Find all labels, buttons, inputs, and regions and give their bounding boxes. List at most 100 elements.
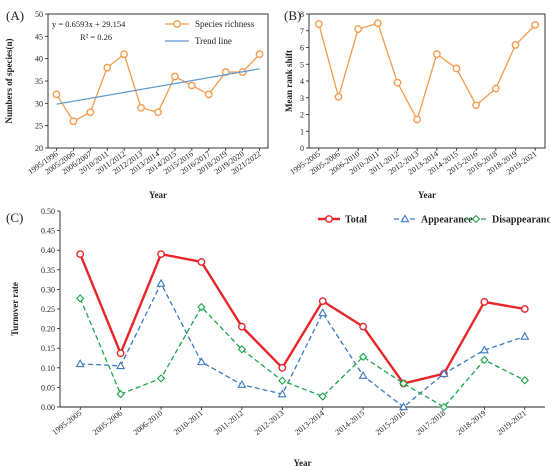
y-tick-label: 0.05 (41, 383, 55, 392)
data-point (75, 359, 85, 368)
data-point (531, 20, 540, 29)
x-tick-label: 2015-2016 (374, 408, 407, 436)
y-tick-label: 0.20 (41, 325, 55, 334)
data-point (480, 298, 489, 306)
data-point (156, 278, 166, 287)
legend-label: Species richness (195, 19, 255, 29)
data-point (314, 20, 323, 28)
y-tick-label: 0.25 (41, 305, 55, 314)
y-tick-label: 0.35 (41, 266, 55, 275)
y-tick-label: 35 (35, 77, 43, 86)
data-point (452, 64, 461, 73)
data-point (432, 50, 441, 59)
panel-label: (C) (6, 210, 23, 225)
x-axis-title: Year (418, 190, 436, 200)
x-tick-label: 2019-2021 (495, 408, 528, 436)
y-tick-label: 5 (300, 60, 304, 69)
data-point (520, 305, 529, 313)
x-axis-title: Year (294, 458, 312, 468)
data-point (52, 90, 61, 99)
data-point (318, 308, 328, 317)
y-tick-label: 2 (300, 111, 304, 120)
x-tick-label: 2011-2012 (212, 408, 245, 436)
y-tick-label: 0.15 (41, 344, 55, 353)
data-point (157, 250, 165, 259)
y-tick-label: 0.40 (41, 246, 55, 255)
x-tick-label: 1995-2005 (51, 408, 84, 436)
data-point (171, 72, 179, 81)
data-point (116, 389, 125, 399)
x-axis-title: Year (149, 190, 167, 200)
y-tick-label: 0.00 (41, 403, 55, 412)
legend-label: Appearance (421, 215, 473, 226)
y-tick-label: 45 (35, 32, 43, 41)
x-tick-label: 2006-2010 (131, 408, 164, 436)
y-tick-label: 20 (35, 144, 43, 153)
legend-label: Total (345, 215, 367, 226)
trend-line (56, 68, 260, 105)
x-tick-label: 2010-2011 (172, 408, 205, 436)
legend-marker (471, 214, 481, 224)
data-point (318, 392, 327, 401)
data-point (237, 322, 246, 331)
trend-equation: y = 0.6593x + 29.154 (52, 19, 126, 29)
data-point (398, 402, 409, 411)
legend-marker (400, 214, 410, 223)
data-point (255, 50, 264, 59)
x-tick-label: 2018-2019 (455, 408, 488, 436)
data-point (278, 363, 287, 372)
data-point (354, 25, 363, 33)
data-point (197, 302, 206, 312)
data-point (480, 355, 489, 365)
y-tick-label: 8 (300, 10, 304, 19)
data-point (511, 41, 520, 49)
series-line-total (79, 252, 525, 385)
x-tick-label: 2005-2006 (91, 408, 124, 436)
data-point (137, 103, 145, 112)
y-axis-title: Numbers of species(n) (4, 39, 14, 124)
data-point (76, 294, 85, 303)
y-tick-label: 25 (35, 122, 43, 131)
data-point (204, 90, 213, 99)
y-tick-label: 30 (35, 99, 43, 108)
data-point (116, 349, 125, 358)
y-tick-label: 1 (300, 127, 304, 136)
data-point (120, 50, 129, 59)
data-point (277, 389, 287, 398)
data-point (359, 322, 368, 331)
data-point (156, 374, 166, 383)
y-tick-label: 0 (300, 144, 304, 153)
data-point (393, 78, 402, 87)
data-point (520, 376, 529, 385)
data-point (358, 370, 368, 379)
data-point (439, 402, 449, 412)
y-axis-title: Mean rank shift (284, 50, 294, 112)
legend-label: Trend line (195, 36, 232, 46)
data-point (334, 93, 343, 101)
y-tick-label: 4 (300, 77, 304, 86)
y-tick-label: 0.30 (41, 285, 55, 294)
panel-c: (C) 0.00 0.05 0.10 0.15 0.20 0.25 0.30 0.35 0.40 0… (6, 207, 550, 468)
legend-marker (325, 215, 333, 223)
data-point (439, 368, 449, 377)
y-tick-label: 50 (35, 10, 43, 19)
data-point (237, 345, 247, 354)
data-point (491, 84, 500, 93)
legend-marker (173, 20, 181, 28)
data-point (116, 361, 126, 370)
data-point (373, 19, 382, 28)
r-squared-label: R² = 0.26 (80, 32, 112, 42)
y-tick-label: 0.50 (41, 207, 55, 216)
data-point (154, 108, 162, 117)
panel-label: (B) (284, 8, 301, 23)
data-point (86, 108, 95, 117)
x-tick-label: 2012-2013 (253, 408, 286, 436)
data-point (278, 376, 287, 385)
data-point (76, 250, 85, 259)
x-tick-label: 2014-2015 (333, 408, 366, 436)
data-point (479, 345, 489, 354)
data-point (358, 352, 368, 362)
y-tick-label: 0.10 (41, 364, 55, 373)
x-tick-label: 2013-2014 (293, 408, 326, 436)
